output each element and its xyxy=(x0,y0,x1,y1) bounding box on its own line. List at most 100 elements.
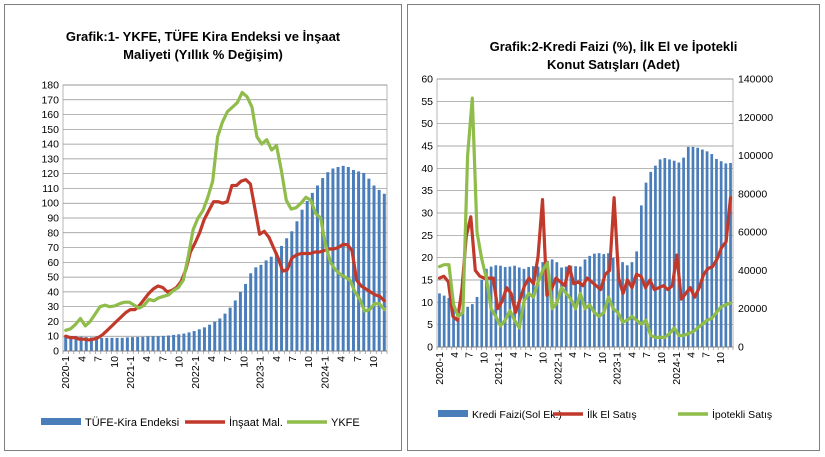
chart-2-title-line-2: Konut Satışları (Adet) xyxy=(547,57,680,72)
chart-1-bar xyxy=(331,168,335,351)
chart-2-bar xyxy=(691,146,695,347)
chart-1-bar xyxy=(202,327,206,351)
chart-2-bar xyxy=(663,158,667,347)
chart-2-bar xyxy=(621,262,624,347)
chart-1-x-tick-label: 7 xyxy=(157,356,169,362)
chart-1-x-tick-label: 7 xyxy=(352,356,364,362)
chart-2-bar xyxy=(452,309,455,347)
chart-2-x-tick-label: 4 xyxy=(686,352,698,358)
chart-1-y-tick-label: 110 xyxy=(42,183,59,195)
chart-1-bar xyxy=(259,264,263,351)
chart-2-bar xyxy=(442,295,446,347)
chart-2-bar xyxy=(536,266,540,347)
chart-1-bar xyxy=(346,167,350,351)
chart-1-bar xyxy=(305,201,309,351)
chart-2-bar xyxy=(560,267,563,347)
chart-2-y-right-tick-label: 20000 xyxy=(738,303,767,315)
chart-2-x-tick-label: 7 xyxy=(523,352,535,358)
chart-1-bar xyxy=(95,337,99,351)
chart-2-bar xyxy=(724,163,728,347)
chart-2-x-tick-label: 7 xyxy=(700,352,712,358)
chart-2-x-tick-label: 4 xyxy=(508,352,520,358)
chart-2-bar xyxy=(532,266,535,347)
chart-2-x-tick-label: 10 xyxy=(715,352,727,364)
chart-2-bar xyxy=(677,162,681,347)
chart-1-bar xyxy=(249,273,253,351)
chart-2-bar xyxy=(527,267,531,347)
chart-2-y-tick-label: 10 xyxy=(421,297,433,309)
chart-1-x-tick-label: 7 xyxy=(222,356,234,362)
chart-1-x-tick-label: 2023-1 xyxy=(255,356,267,389)
chart-2-bar xyxy=(602,254,606,347)
chart-2-bar xyxy=(588,255,592,347)
chart-1-x-tick-label: 2020-1 xyxy=(60,356,72,389)
chart-1-bar xyxy=(254,267,258,351)
chart-2-bar xyxy=(564,266,568,347)
chart-2-x-tick-label: 2020-1 xyxy=(434,352,446,385)
chart-2-y-right-tick-label: 0 xyxy=(738,342,744,354)
chart-2-y-right-tick-label: 140000 xyxy=(738,74,773,86)
chart-1-x-tick-label: 4 xyxy=(271,356,283,362)
chart-1-y-tick-label: 120 xyxy=(41,168,59,180)
chart-2-bar xyxy=(719,161,723,347)
chart-2-bar xyxy=(672,160,676,347)
chart-1-bar xyxy=(105,337,109,351)
chart-2-y-right-tick-label: 60000 xyxy=(738,227,767,239)
chart-1-bar xyxy=(100,337,104,351)
chart-2-bar xyxy=(649,171,653,347)
chart-2-x-tick-label: 2022-1 xyxy=(552,352,564,385)
chart-1-bar xyxy=(64,335,68,351)
chart-2-y-tick-label: 60 xyxy=(421,74,433,86)
chart-1-bar xyxy=(110,337,114,351)
chart-2-x-tick-label: 10 xyxy=(478,352,490,364)
chart-2-bar xyxy=(438,293,441,347)
chart-1-bar xyxy=(238,292,242,351)
chart-1-bar xyxy=(161,335,165,351)
chart-2-y-right-tick-label: 80000 xyxy=(738,188,767,200)
chart-1-x-tick-label: 4 xyxy=(336,356,348,362)
chart-1-bar xyxy=(172,334,176,351)
chart-2-y-tick-label: 45 xyxy=(421,141,433,153)
chart-1-bar xyxy=(89,337,93,351)
chart-2-y-tick-label: 40 xyxy=(421,163,433,175)
chart-1-x-tick-label: 4 xyxy=(76,356,88,362)
chart-2-x-tick-label: 2024-1 xyxy=(671,352,683,385)
chart-2-y-right-tick-label: 100000 xyxy=(738,150,773,162)
chart-2-bar xyxy=(485,268,488,347)
chart-1-legend-label: İnşaat Mal. xyxy=(229,416,283,429)
chart-2-bar xyxy=(705,151,709,347)
chart-1-y-tick-label: 180 xyxy=(41,80,59,92)
chart-2-y-tick-label: 25 xyxy=(421,230,433,242)
chart-1-bar xyxy=(326,172,330,351)
chart-2-x-tick-label: 7 xyxy=(641,352,653,358)
chart-2-bar xyxy=(508,266,512,347)
chart-1-x-tick-label: 10 xyxy=(174,356,186,368)
chart-2-y-tick-label: 35 xyxy=(421,185,433,197)
chart-1-bar xyxy=(218,318,222,351)
chart-2-bar xyxy=(710,154,714,347)
chart-1-y-tick-label: 30 xyxy=(47,301,59,313)
chart-1-series-line-1 xyxy=(64,178,386,342)
chart-1-bar xyxy=(316,185,319,351)
chart-2-title-line-1: Grafik:2-Kredi Faizi (%), İlk El ve İpot… xyxy=(489,39,738,54)
chart-2-legend-swatch-bar xyxy=(438,410,468,417)
chart-2-x-tick-label: 2023-1 xyxy=(612,352,624,385)
chart-2-bar xyxy=(597,253,601,347)
chart-1-bar xyxy=(125,337,129,351)
chart-1-bar xyxy=(295,221,299,351)
chart-1-title-line-2: Maliyeti (Yıllık % Değişim) xyxy=(123,47,283,62)
chart-1-bar xyxy=(300,209,304,351)
chart-1-bar xyxy=(84,337,88,351)
chart-2-bar xyxy=(644,182,648,347)
chart-1-x-tick-label: 7 xyxy=(287,356,299,362)
chart-2-bar xyxy=(466,306,469,347)
chart-1-x-tick-label: 7 xyxy=(93,356,105,362)
chart-2-x-tick-label: 10 xyxy=(538,352,550,364)
chart-2-x-tick-label: 10 xyxy=(656,352,668,364)
chart-2-bar xyxy=(630,262,634,347)
chart-2-y-tick-label: 5 xyxy=(427,319,433,331)
chart-1-bar xyxy=(274,252,278,351)
chart-2-bar xyxy=(696,147,700,347)
chart-2-bar xyxy=(729,162,732,347)
chart-1-bar xyxy=(115,337,119,351)
